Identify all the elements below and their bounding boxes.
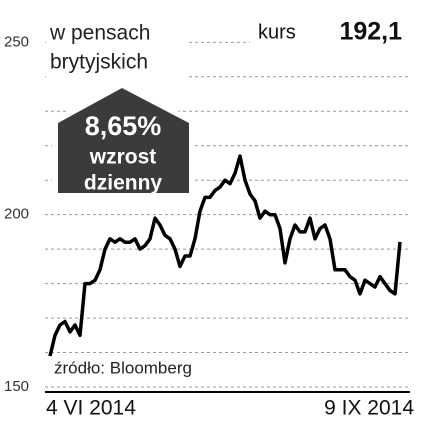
x-tick-label: 9 IX 2014: [324, 397, 414, 420]
arrow: [58, 88, 189, 193]
source: źródło: Bloomberg: [54, 358, 192, 377]
x-tick-label: 4 VI 2014: [46, 397, 136, 420]
current-label: kurs: [258, 21, 296, 43]
y-tick-label: 200: [4, 206, 29, 223]
subtitle: brytyjskich: [50, 51, 148, 74]
y-tick-label: 150: [4, 378, 29, 395]
label-background: [250, 14, 410, 54]
y-tick-label: 250: [4, 33, 29, 50]
change-text: wzrost: [89, 146, 157, 169]
change-text: dzienny: [84, 172, 162, 195]
subtitle-background: [46, 16, 186, 78]
source-background: [52, 357, 222, 381]
price-line: [48, 154, 402, 357]
subtitle: w pensach: [49, 22, 150, 45]
current-value: 192,1: [339, 18, 402, 46]
change-value: 8,65%: [85, 111, 162, 141]
